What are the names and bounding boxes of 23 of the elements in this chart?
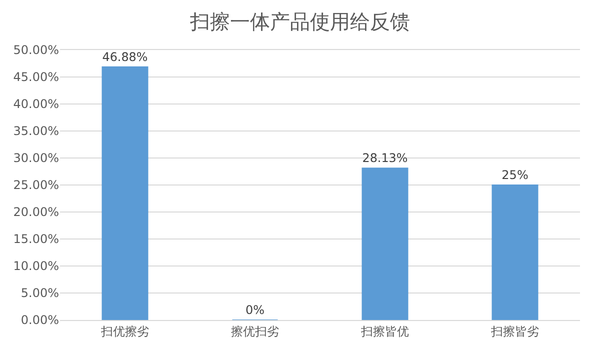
x-tick-label: 擦优扫劣 (231, 324, 279, 338)
data-label: 0% (245, 303, 265, 317)
y-tick-label: 35.00% (13, 124, 59, 138)
y-tick-label: 15.00% (13, 232, 59, 246)
bar (362, 168, 408, 320)
x-tick-label: 扫擦皆优 (360, 324, 409, 338)
y-tick-label: 25.00% (13, 178, 59, 192)
y-tick-label: 20.00% (13, 205, 59, 220)
bar (102, 66, 148, 320)
y-tick-label: 30.00% (13, 151, 59, 166)
y-tick-label: 50.00% (13, 43, 59, 58)
data-label: 25% (502, 168, 528, 182)
chart-title: 扫擦一体产品使用给反馈 (189, 9, 410, 34)
y-tick-label: 10.00% (13, 259, 59, 274)
x-tick-label: 扫擦皆劣 (490, 324, 539, 338)
y-tick-label: 40.00% (13, 97, 59, 112)
x-tick-label: 扫优擦劣 (100, 324, 149, 338)
bar (492, 184, 538, 320)
data-label: 46.88% (102, 50, 148, 64)
y-tick-label: 0.00% (20, 313, 59, 328)
data-label: 28.13% (362, 151, 408, 166)
y-tick-label: 45.00% (13, 70, 59, 84)
y-tick-label: 5.00% (20, 286, 59, 300)
